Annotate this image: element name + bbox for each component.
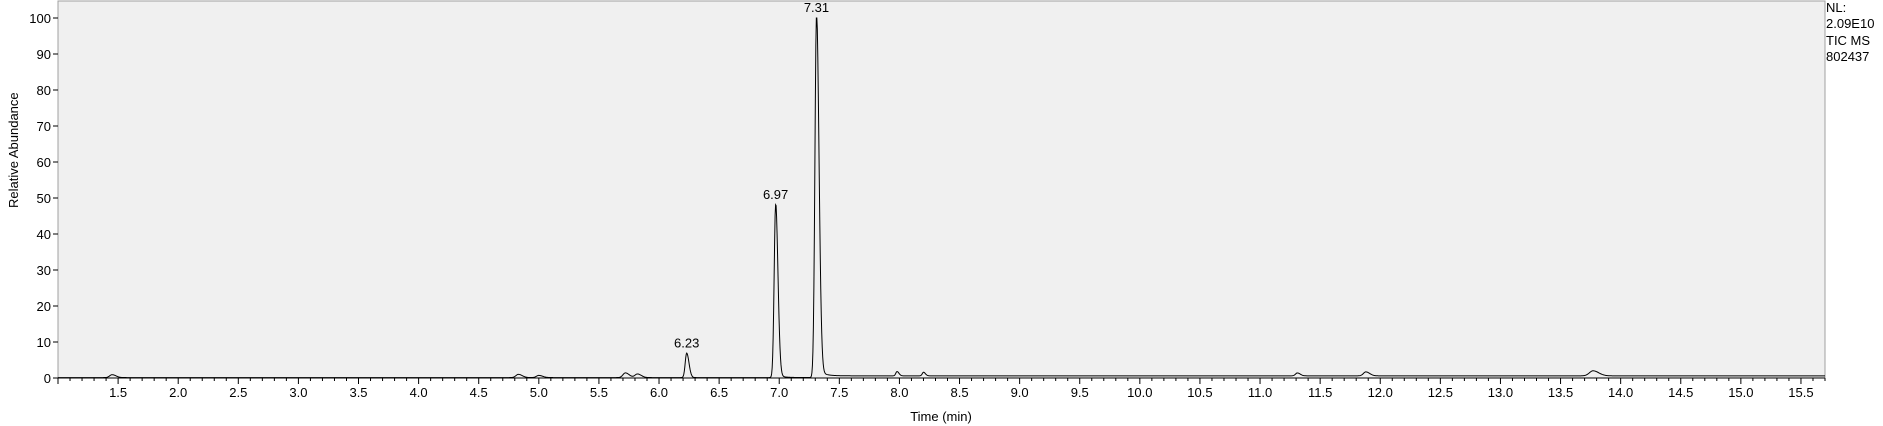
x-tick-label: 11.5 — [1308, 385, 1332, 400]
y-axis-label: Relative Abundance — [6, 91, 21, 208]
y-tick-label: 90 — [37, 47, 51, 62]
x-tick-label: 9.0 — [1011, 385, 1029, 400]
y-tick-label: 50 — [37, 191, 51, 206]
x-tick-label: 3.0 — [289, 385, 307, 400]
y-tick-label: 70 — [37, 119, 51, 134]
x-tick-label: 7.5 — [830, 385, 848, 400]
x-tick-label: 3.5 — [349, 385, 367, 400]
x-tick-label: 8.0 — [890, 385, 908, 400]
x-tick-label: 15.0 — [1728, 385, 1753, 400]
peak-label: 6.23 — [674, 336, 699, 351]
y-tick-label: 100 — [29, 11, 51, 26]
y-tick-label: 10 — [37, 335, 51, 350]
x-tick-label: 5.5 — [590, 385, 608, 400]
peak-label: 7.31 — [804, 0, 829, 15]
x-tick-label: 13.5 — [1548, 385, 1573, 400]
x-tick-label: 12.5 — [1428, 385, 1453, 400]
x-axis-label: Time (min) — [910, 409, 972, 424]
x-tick-label: 12.0 — [1368, 385, 1393, 400]
y-tick-label: 0 — [44, 371, 51, 386]
x-tick-label: 14.0 — [1608, 385, 1633, 400]
x-tick-label: 13.0 — [1488, 385, 1513, 400]
file-id: 802437 — [1826, 49, 1870, 64]
chart-marks: 0 10 20 30 40 50 60 70 80 90 100 1.5 2.0 2.5 3.0 3.5 4.0… — [29, 0, 1826, 400]
y-tick-label: 80 — [37, 83, 51, 98]
x-tick-label: 1.5 — [109, 385, 127, 400]
x-tick-label: 10.5 — [1187, 385, 1212, 400]
y-tick-label: 60 — [37, 155, 51, 170]
x-tick-label: 2.0 — [169, 385, 187, 400]
x-tick-label: 4.5 — [470, 385, 488, 400]
tic-trace — [58, 17, 1825, 379]
x-tick-label: 9.5 — [1071, 385, 1089, 400]
x-tick-label: 6.5 — [710, 385, 728, 400]
y-tick-label: 20 — [37, 299, 51, 314]
x-tick-label: 4.0 — [410, 385, 428, 400]
plot-area — [57, 0, 1826, 379]
x-tick-label: 2.5 — [229, 385, 247, 400]
x-tick-label: 10.0 — [1127, 385, 1152, 400]
x-tick-label: 15.5 — [1788, 385, 1813, 400]
x-tick-label: 6.0 — [650, 385, 668, 400]
x-tick-label: 5.0 — [530, 385, 548, 400]
x-tick-label: 8.5 — [950, 385, 968, 400]
scan-filter: TIC MS — [1826, 33, 1871, 48]
x-tick-label: 14.5 — [1668, 385, 1693, 400]
nl-label: NL: — [1826, 0, 1847, 15]
peak-label: 6.97 — [763, 187, 788, 202]
y-tick-label: 30 — [37, 263, 51, 278]
x-tick-label: 7.0 — [770, 385, 788, 400]
nl-value: 2.09E10 — [1826, 16, 1875, 31]
y-tick-label: 40 — [37, 227, 51, 242]
x-tick-label: 11.0 — [1248, 385, 1272, 400]
